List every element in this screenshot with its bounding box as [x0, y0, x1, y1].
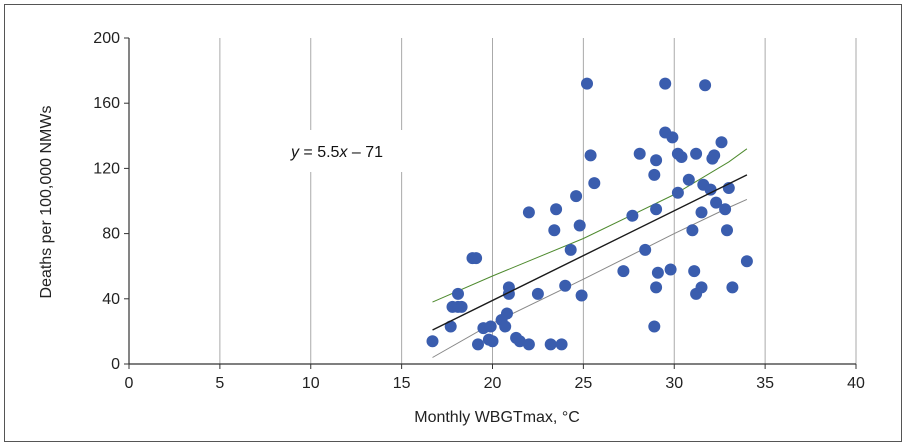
data-point [455, 300, 468, 313]
data-point [650, 154, 663, 167]
data-point [666, 131, 679, 144]
data-point [550, 203, 563, 216]
data-point [651, 266, 664, 279]
equation-prefix: y [290, 144, 300, 161]
y-tick-label: 120 [93, 160, 120, 177]
equation-variable: x [338, 144, 348, 161]
data-point [486, 335, 499, 348]
data-point [559, 279, 572, 292]
y-tick-label: 80 [102, 226, 120, 243]
data-point [688, 265, 701, 278]
data-point [501, 307, 513, 320]
data-point [715, 136, 728, 149]
data-point [513, 335, 526, 348]
x-tick-labels: 0 5 10 15 20 25 30 35 40 [125, 375, 865, 392]
data-point [544, 338, 557, 351]
data-point [555, 338, 568, 351]
equation-middle: = 5.5 [299, 144, 340, 161]
data-point [522, 338, 535, 351]
data-point [452, 287, 464, 300]
x-tick-label: 5 [215, 375, 224, 392]
data-point [664, 263, 677, 276]
data-point [726, 281, 739, 294]
data-point [584, 149, 597, 162]
data-point [588, 177, 601, 190]
data-point [708, 149, 721, 162]
x-tick-label: 35 [756, 375, 774, 392]
data-point [484, 320, 497, 333]
data-point [704, 183, 717, 196]
figure-frame [4, 4, 902, 442]
data-point [444, 320, 457, 333]
data-points [426, 77, 753, 351]
y-tick-label: 200 [93, 30, 120, 47]
data-point [470, 252, 483, 265]
equation-box [262, 130, 412, 172]
confidence-upper-line [432, 148, 748, 303]
data-point [648, 168, 661, 181]
data-point [499, 320, 512, 333]
regression-equation: y = 5.5x – 71 [290, 144, 383, 161]
y-tick-label: 0 [111, 356, 120, 373]
x-tick-label: 15 [393, 375, 411, 392]
confidence-lower-line [432, 198, 748, 358]
data-point [659, 77, 672, 90]
data-point [573, 219, 586, 232]
y-tick-labels: 0 40 80 120 160 200 [93, 30, 120, 373]
equation-suffix: – 71 [347, 144, 383, 161]
data-point [710, 196, 723, 209]
x-tick-label: 25 [574, 375, 592, 392]
data-point [633, 147, 646, 160]
data-point [650, 203, 663, 216]
data-point [522, 206, 535, 219]
x-tick-label: 40 [847, 375, 865, 392]
data-point [695, 281, 708, 294]
data-point [675, 151, 688, 163]
axes [124, 37, 857, 369]
data-point [626, 209, 639, 222]
x-tick-label: 0 [125, 375, 134, 392]
grid-lines [219, 38, 857, 364]
regression-line-group [432, 174, 748, 331]
y-tick-label: 40 [102, 291, 120, 308]
data-point [648, 320, 661, 333]
data-point [740, 255, 753, 268]
x-axis-label: Monthly WBGTmax, °C [414, 409, 580, 426]
y-tick-label: 160 [93, 95, 120, 112]
data-point [581, 77, 593, 90]
data-point [699, 79, 712, 92]
data-point [686, 224, 699, 237]
data-point [531, 287, 544, 300]
x-tick-label: 30 [665, 375, 683, 392]
y-axis-label: Deaths per 100,000 NMWs [38, 106, 55, 299]
data-point [719, 203, 732, 216]
data-point [564, 243, 577, 256]
data-point [639, 243, 652, 256]
regression-line [432, 174, 748, 331]
data-point [650, 281, 663, 294]
data-point [695, 206, 708, 219]
x-tick-label: 20 [484, 375, 502, 392]
data-point [721, 224, 733, 237]
data-point [426, 335, 439, 348]
data-point [682, 173, 695, 186]
data-point [690, 147, 703, 160]
data-point [671, 186, 684, 199]
x-tick-label: 10 [302, 375, 320, 392]
data-point [570, 190, 583, 203]
data-point [472, 338, 484, 351]
data-point [548, 224, 561, 237]
data-point [617, 265, 630, 278]
data-point [575, 289, 588, 302]
